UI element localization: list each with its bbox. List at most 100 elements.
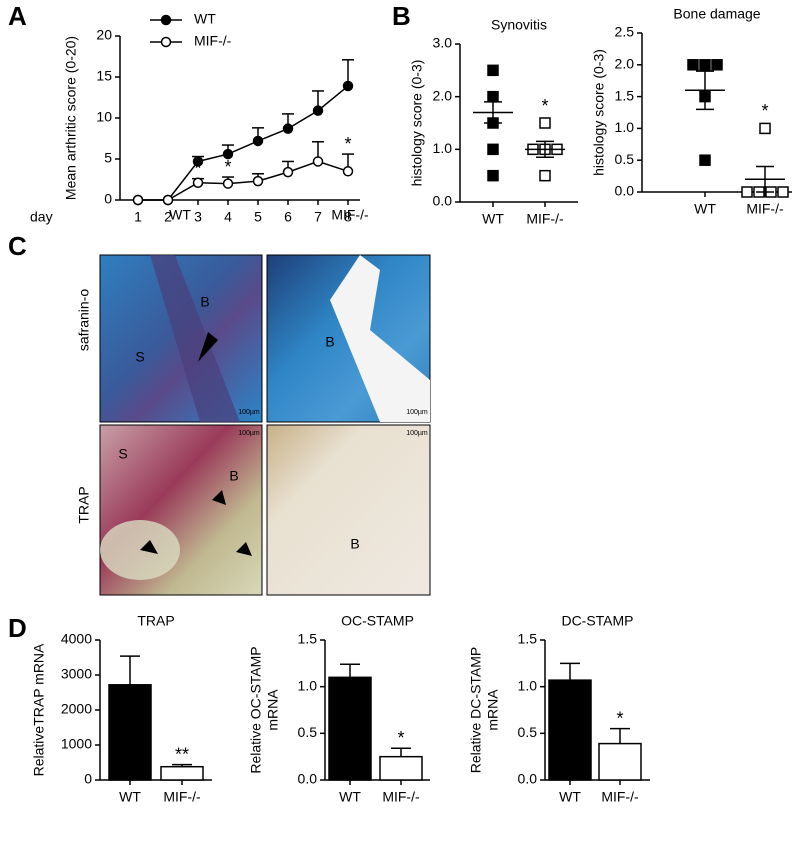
point <box>312 156 324 167</box>
significance: ** <box>175 744 189 764</box>
significance: * <box>541 96 548 116</box>
image-label: B <box>325 334 334 350</box>
y-axis-label: histology score (0-3) <box>591 49 607 176</box>
y-axis-label: Relative DC-STAMP <box>468 647 484 774</box>
image-label: S <box>135 349 144 365</box>
panel-label: C <box>8 231 27 261</box>
tissue <box>150 255 240 422</box>
panel-label: D <box>8 613 27 643</box>
x-tick-label: WT <box>339 789 361 805</box>
point <box>487 169 499 182</box>
scale-bar-label: 100µm <box>406 430 428 437</box>
y-tick-label: 0.0 <box>615 183 635 199</box>
image-label: B <box>229 468 238 484</box>
column-label: WT <box>169 207 191 223</box>
point <box>282 123 294 134</box>
panel-label: A <box>8 1 27 31</box>
y-axis-label: Relative OC-STAMP <box>248 646 264 773</box>
image-label: B <box>350 536 359 552</box>
point <box>699 154 711 166</box>
y-tick-label: 10 <box>96 109 112 125</box>
point <box>252 175 264 187</box>
chart-title: Bone damage <box>673 6 760 22</box>
image-mif-trap <box>266 424 431 596</box>
x-tick-label: 1 <box>134 209 142 225</box>
point <box>741 186 753 198</box>
scale-bar-label: 100µm <box>238 430 260 437</box>
point <box>687 59 699 71</box>
point <box>699 59 711 71</box>
bar <box>328 676 372 781</box>
y-tick-label: 1.0 <box>518 677 538 693</box>
point <box>222 178 234 189</box>
y-tick-label: 1.0 <box>298 677 318 693</box>
legend-label: MIF-/- <box>194 33 232 49</box>
legend-marker <box>160 14 172 26</box>
y-tick-label: 0.5 <box>615 151 635 167</box>
y-axis-label: RelativeTRAP mRNA <box>31 643 47 776</box>
y-tick-label: 1.5 <box>298 631 318 647</box>
point <box>282 166 294 178</box>
point <box>162 194 174 206</box>
y-tick-label: 15 <box>96 68 112 84</box>
significance: * <box>224 157 231 177</box>
point <box>539 117 551 129</box>
space <box>330 255 430 422</box>
point <box>192 156 204 167</box>
legend-label: WT <box>194 11 216 27</box>
point <box>252 135 264 147</box>
x-tick-label: WT <box>482 211 504 227</box>
y-tick-label: 2.0 <box>615 56 635 72</box>
y-tick-label: 1.5 <box>518 631 538 647</box>
chart-title: Synovitis <box>491 17 547 33</box>
y-axis-label: mRNA <box>265 689 281 731</box>
y-tick-label: 3000 <box>61 666 92 682</box>
y-tick-label: 1.5 <box>615 87 635 103</box>
bar <box>160 765 204 781</box>
x-tick-label: MIF-/- <box>746 201 784 217</box>
x-tick-label: MIF-/- <box>526 211 564 227</box>
y-tick-label: 3.0 <box>433 35 453 51</box>
y-tick-label: 2000 <box>61 701 92 717</box>
image-label: B <box>200 294 209 310</box>
significance: * <box>194 158 201 178</box>
row-label: safranin-o <box>76 289 92 351</box>
significance: * <box>761 101 768 121</box>
y-tick-label: 0.0 <box>433 193 453 209</box>
point <box>487 90 499 103</box>
column-label: MIF-/- <box>331 207 369 223</box>
scale-bar-label: 100µm <box>406 409 428 416</box>
y-tick-label: 2.0 <box>433 87 453 103</box>
point <box>777 186 789 198</box>
bar <box>548 679 592 781</box>
x-axis-label: day <box>30 209 53 225</box>
x-tick-label: WT <box>559 789 581 805</box>
point <box>487 143 499 156</box>
x-tick-label: MIF-/- <box>601 789 639 805</box>
x-tick-label: 3 <box>194 209 202 225</box>
y-tick-label: 0.5 <box>518 724 538 740</box>
arrow <box>198 332 218 362</box>
chart-title: TRAP <box>137 613 174 629</box>
y-tick-label: 20 <box>96 27 112 43</box>
histology-images <box>99 254 431 596</box>
point <box>711 59 723 71</box>
series-line <box>138 160 349 201</box>
point <box>539 169 551 182</box>
significance: * <box>344 134 351 154</box>
y-tick-label: 0.0 <box>298 771 318 787</box>
x-tick-label: 4 <box>224 209 232 225</box>
point <box>312 105 324 116</box>
y-tick-label: 2.5 <box>615 24 635 40</box>
x-tick-label: 8 <box>344 209 352 225</box>
y-axis-label: mRNA <box>485 689 501 731</box>
y-tick-label: 4000 <box>61 631 92 647</box>
x-tick-label: WT <box>694 201 716 217</box>
y-tick-label: 0.0 <box>518 771 538 787</box>
image-label: S <box>118 446 127 462</box>
arrow <box>140 490 252 556</box>
y-axis-label: Mean arthritic score (0-20) <box>63 36 79 200</box>
point <box>132 194 144 206</box>
chart-title: DC-STAMP <box>561 613 633 629</box>
y-tick-label: 0 <box>84 771 92 787</box>
